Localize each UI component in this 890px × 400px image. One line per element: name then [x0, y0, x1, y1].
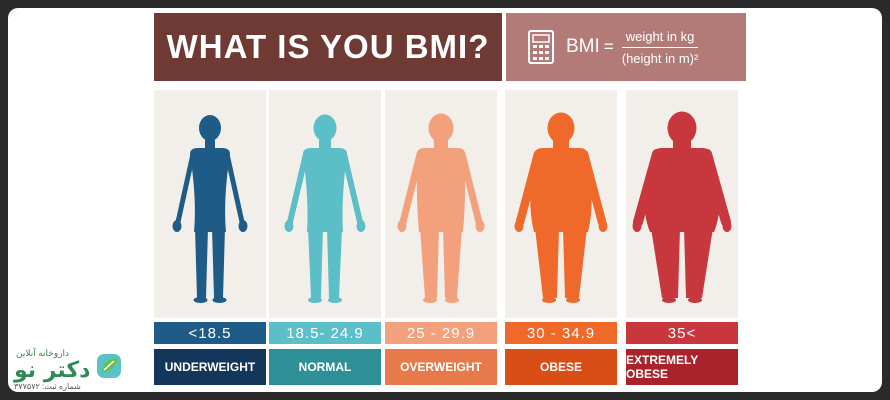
right-hand [238, 220, 248, 232]
formula-fraction: weight in kg (height in m)² [621, 29, 699, 66]
formula-denominator: (height in m)² [621, 50, 699, 66]
right-foot [688, 297, 702, 303]
right-foot [445, 297, 459, 303]
left-leg [195, 228, 208, 298]
body-figure-underweight [172, 115, 248, 303]
right-leg [212, 228, 225, 298]
range-obese: 30 - 34.9 [505, 322, 617, 344]
formula-numerator: weight in kg [621, 29, 699, 48]
right-foot [328, 297, 342, 303]
left-hand [172, 220, 182, 232]
category-overweight: OVERWEIGHT [385, 349, 497, 385]
left-arm [515, 149, 543, 227]
neck [434, 140, 448, 150]
left-leg [535, 228, 559, 298]
pharmacy-logo: داروخانه آنلاین دکتر نو شماره ثبت: ۳۷۷۵۷… [10, 346, 130, 392]
head [547, 112, 575, 144]
head [667, 111, 697, 145]
figure-panel-obese [505, 90, 617, 318]
left-foot [542, 297, 556, 303]
leaf-logo-icon [97, 354, 121, 378]
left-hand [514, 220, 524, 232]
left-leg [420, 228, 439, 298]
left-leg [651, 228, 680, 298]
body-silhouette [172, 115, 248, 303]
head [199, 115, 221, 141]
category-extremely-obese: EXTREMELY OBESE [626, 349, 738, 385]
range-overweight: 25 - 29.9 [385, 322, 497, 344]
left-arm [633, 149, 662, 227]
range-underweight: <18.5 [154, 322, 266, 344]
calculator-icon [528, 30, 554, 64]
logo-tagline: داروخانه آنلاین [16, 348, 70, 358]
left-arm [287, 151, 309, 225]
right-hand [356, 220, 366, 232]
infographic-frame: WHAT IS YOU BMI? BMI = weight in kg (hei… [8, 8, 882, 392]
torso [190, 148, 230, 232]
left-arm [399, 150, 424, 226]
figure-panel-extremely-obese [626, 90, 738, 318]
right-foot [566, 297, 580, 303]
body-figure-overweight [397, 113, 485, 303]
body-figure-normal [284, 114, 366, 303]
range-normal: 18.5- 24.9 [269, 322, 381, 344]
right-arm [224, 151, 245, 225]
body-silhouette [284, 114, 366, 303]
body-figure-extremely-obese [632, 111, 732, 303]
formula-bmi-label: BMI [566, 36, 600, 57]
neck [319, 140, 331, 150]
category-underweight: UNDERWEIGHT [154, 349, 266, 385]
body-silhouette [632, 111, 732, 303]
left-arm [175, 151, 196, 225]
right-foot [212, 297, 227, 303]
right-leg [443, 228, 462, 298]
neck [553, 140, 569, 150]
right-arm [702, 149, 731, 227]
left-foot [193, 297, 208, 303]
figure-panel-normal [269, 90, 381, 318]
range-extremely-obese: 35< [626, 322, 738, 344]
left-hand [284, 220, 294, 232]
body-silhouette [397, 113, 485, 303]
figure-panel-underweight [154, 90, 266, 318]
right-leg [563, 228, 587, 298]
left-foot [423, 297, 437, 303]
torso [530, 148, 592, 232]
torso [303, 148, 347, 232]
right-leg [327, 228, 342, 298]
right-hand [722, 220, 732, 232]
left-hand [397, 220, 407, 232]
left-hand [632, 220, 642, 232]
title-banner: WHAT IS YOU BMI? [154, 13, 502, 81]
right-hand [475, 220, 485, 232]
head [313, 114, 337, 142]
right-hand [598, 220, 608, 232]
right-arm [341, 151, 363, 225]
torso [416, 148, 466, 232]
right-arm [579, 149, 607, 227]
left-leg [308, 228, 323, 298]
left-foot [308, 297, 322, 303]
neck [673, 140, 691, 150]
formula-equals: = [603, 37, 614, 56]
formula-banner: BMI = weight in kg (height in m)² [506, 13, 746, 81]
neck [205, 140, 215, 150]
body-figure-obese [514, 112, 608, 303]
torso [644, 148, 720, 232]
head [428, 113, 454, 143]
category-obese: OBESE [505, 349, 617, 385]
category-normal: NORMAL [269, 349, 381, 385]
figure-panel-overweight [385, 90, 497, 318]
left-foot [662, 297, 676, 303]
page-title: WHAT IS YOU BMI? [166, 28, 490, 65]
logo-registration: شماره ثبت: ۳۷۷۵۷۲ [14, 382, 81, 391]
right-arm [458, 150, 483, 226]
body-silhouette [514, 112, 608, 303]
right-leg [684, 228, 713, 298]
logo-brand: دکتر نو [14, 358, 91, 383]
